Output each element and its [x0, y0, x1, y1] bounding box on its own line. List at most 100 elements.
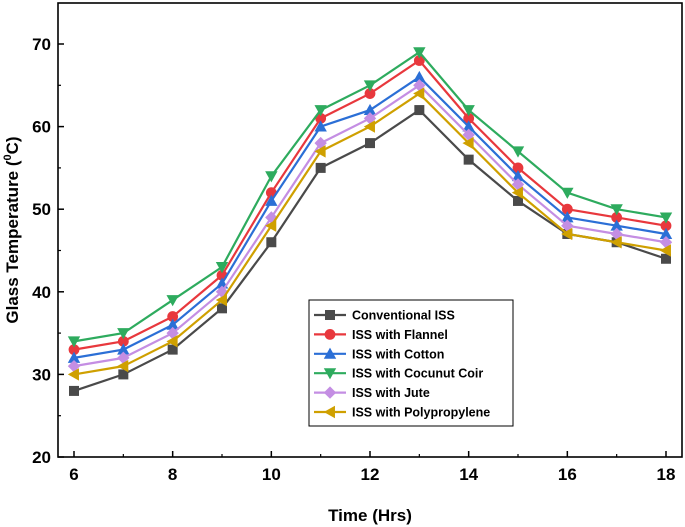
y-tick-label: 30 [32, 365, 51, 384]
data-point [413, 55, 425, 66]
data-point [117, 359, 129, 373]
axis-ticks: 6 8 10 12 14 16 18 20 30 40 50 60 70 [32, 35, 675, 484]
data-point [167, 311, 179, 322]
data-point [463, 112, 475, 124]
data-point [166, 318, 179, 330]
data-point [217, 303, 227, 314]
data-point [513, 195, 523, 206]
data-point [561, 203, 573, 215]
data-point [67, 351, 81, 363]
x-tick-label: 10 [262, 465, 281, 484]
legend-items: Conventional ISS ISS with Flannel ISS with… [314, 309, 490, 420]
data-point [511, 186, 523, 199]
data-point [413, 87, 425, 100]
x-tick-label: 16 [558, 465, 577, 484]
series-iss-with-flannel [68, 55, 672, 356]
data-point [413, 47, 426, 59]
legend-swatch-marker [323, 386, 337, 399]
data-point [561, 187, 574, 199]
data-point [414, 105, 425, 116]
x-axis-title: Time (Hrs) [328, 506, 412, 525]
data-point [117, 328, 130, 340]
data-point [659, 244, 671, 257]
data-point [659, 212, 673, 224]
data-point [166, 295, 179, 307]
data-point [661, 253, 671, 264]
data-point [215, 293, 227, 307]
data-point [364, 88, 376, 99]
data-point [68, 344, 80, 356]
data-point [462, 105, 475, 117]
data-point [215, 262, 229, 274]
legend-item: ISS with Cotton [314, 347, 444, 361]
data-point [462, 120, 475, 132]
y-axis-title-superscript: 0 [2, 154, 14, 160]
series-layer [67, 47, 673, 396]
data-point [610, 236, 622, 249]
data-point [67, 368, 79, 381]
data-point [611, 212, 623, 223]
series-iss-with-cocunut-coir [67, 47, 673, 348]
legend-label: ISS with Jute [352, 386, 430, 400]
series-iss-with-polypropylene [67, 87, 671, 381]
data-point [511, 146, 525, 158]
legend-item: ISS with Flannel [314, 328, 448, 342]
x-tick-label: 14 [459, 465, 478, 484]
legend-swatch-marker [323, 405, 335, 419]
y-axis-title-main: Glass Temperature ( [3, 160, 22, 323]
data-point [462, 136, 474, 150]
y-axis-title: Glass Temperature (0C) [2, 136, 22, 323]
data-point [265, 219, 277, 232]
data-point [363, 112, 377, 125]
data-point [363, 103, 377, 116]
data-point [315, 162, 326, 173]
y-tick-label: 40 [32, 283, 51, 302]
series-iss-with-cotton [67, 70, 673, 363]
data-point [215, 285, 229, 298]
data-point [413, 70, 426, 82]
data-point [365, 138, 375, 149]
data-point [363, 120, 375, 133]
legend-swatch-marker [323, 347, 337, 359]
legend-label: Conventional ISS [352, 309, 455, 323]
x-tick-label: 6 [69, 465, 78, 484]
legend-label: ISS with Cocunut Coir [352, 367, 483, 381]
data-point [67, 336, 81, 348]
legend-box [308, 299, 514, 427]
data-point [512, 162, 524, 174]
y-tick-label: 20 [32, 448, 51, 467]
x-tick-label: 18 [657, 465, 676, 484]
x-tick-label: 8 [168, 465, 177, 484]
data-point [69, 385, 79, 396]
data-point [118, 369, 129, 380]
legend-label: ISS with Flannel [352, 328, 448, 342]
y-axis-title-unit: C) [3, 136, 22, 154]
data-point [167, 344, 178, 355]
y-tick-label: 70 [32, 35, 51, 54]
data-point [265, 171, 278, 183]
data-point [314, 120, 327, 132]
data-point [561, 227, 573, 241]
legend: Conventional ISS ISS with Flannel ISS with… [308, 299, 514, 427]
legend-item: ISS with Cocunut Coir [314, 367, 483, 381]
data-point [117, 343, 130, 355]
y-tick-label: 50 [32, 200, 51, 219]
data-point [660, 220, 672, 232]
y-tick-label: 60 [32, 118, 51, 137]
legend-label: ISS with Polypropylene [352, 406, 490, 420]
legend-item: ISS with Polypropylene [314, 406, 490, 420]
legend-item: ISS with Jute [314, 386, 430, 400]
legend-swatch-marker [323, 368, 337, 380]
data-point [314, 105, 327, 117]
data-point [314, 145, 326, 158]
data-point [610, 219, 623, 231]
x-tick-label: 12 [361, 465, 380, 484]
data-point [561, 211, 574, 223]
data-point [166, 335, 178, 348]
data-point [511, 169, 525, 182]
data-point [315, 112, 327, 124]
data-point [266, 237, 277, 248]
data-point [610, 204, 623, 216]
data-point [363, 80, 377, 92]
